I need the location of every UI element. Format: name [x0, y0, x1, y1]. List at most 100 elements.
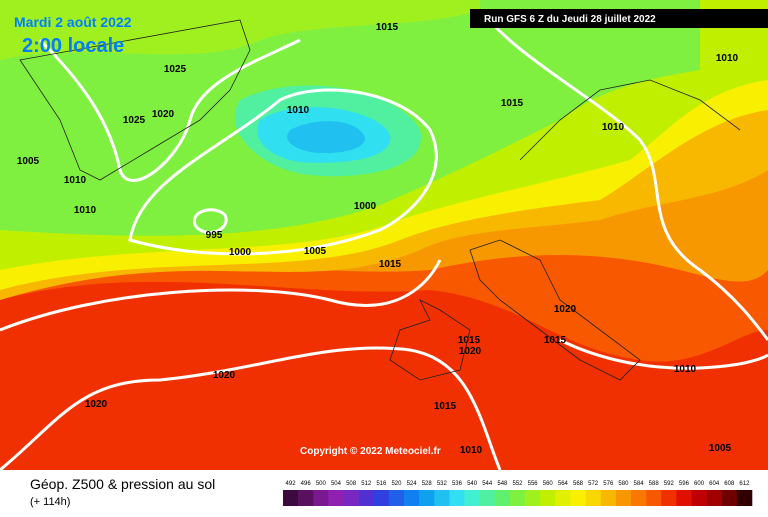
scale-swatch — [615, 490, 632, 506]
isobar — [192, 208, 228, 234]
copyright: Copyright © 2022 Meteociel.fr — [300, 446, 441, 457]
scale-swatch — [661, 490, 677, 506]
isobar — [128, 88, 438, 256]
isobar-label: 1010 — [74, 205, 97, 216]
scale-label: 520 — [391, 481, 402, 487]
scale-swatch — [691, 490, 707, 506]
scale-swatch — [540, 490, 556, 506]
scale-swatch — [676, 490, 692, 506]
isobar-label: 1020 — [85, 399, 108, 410]
isobar-label: 1015 — [501, 98, 524, 109]
scale-label: 512 — [361, 481, 372, 487]
scale-label: 588 — [649, 481, 660, 487]
scale-label: 580 — [618, 481, 629, 487]
isobar — [0, 259, 442, 332]
scale-swatch — [313, 490, 329, 506]
scale-label: 540 — [467, 481, 478, 487]
scale-swatch — [525, 490, 541, 506]
scale-swatch — [343, 490, 359, 506]
isobar-label: 1010 — [602, 122, 625, 133]
isobar-label: 1020 — [213, 370, 236, 381]
scale-swatch — [298, 490, 314, 506]
isobar-label: 1015 — [434, 401, 457, 412]
isobar-label: 1025 — [164, 64, 187, 75]
scale-swatch — [630, 490, 647, 506]
isobar-label: 1020 — [152, 109, 175, 120]
scale-label: 568 — [573, 481, 584, 487]
scale-label: 508 — [346, 481, 357, 487]
isobar-label: 1015 — [544, 335, 567, 346]
scale-label: 548 — [497, 481, 508, 487]
zone-532 — [287, 121, 365, 154]
scale-label: 552 — [512, 481, 523, 487]
scale-swatch — [434, 490, 450, 506]
scale-swatch — [721, 490, 738, 506]
coastline — [389, 239, 641, 381]
scale-label: 564 — [558, 481, 569, 487]
isobar-label: 1005 — [304, 246, 327, 257]
isobar-label: 1005 — [709, 443, 732, 454]
scale-label: 532 — [437, 481, 448, 487]
scale-label: 584 — [634, 481, 645, 487]
scale-swatch — [494, 490, 511, 506]
isobar-label: 1000 — [229, 247, 252, 258]
scale-label: 560 — [543, 481, 554, 487]
scale-swatch — [404, 490, 420, 506]
scale-label: 608 — [724, 481, 735, 487]
scale-label: 604 — [709, 481, 720, 487]
scale-label: 612 — [739, 481, 750, 487]
coastline — [19, 19, 741, 181]
scale-label: 492 — [286, 481, 297, 487]
isobar — [478, 9, 768, 341]
scale-swatch — [464, 490, 480, 506]
color-scale: 492 496 500 504 508 512 516 520 524 528 532 536 540 5… — [283, 481, 753, 506]
scale-label: 556 — [528, 481, 539, 487]
scale-swatch — [373, 490, 390, 506]
forecast-time: 2:00 locale — [22, 35, 124, 57]
scale-swatch — [736, 490, 753, 506]
scale-label: 596 — [679, 481, 690, 487]
isobar-label: 1015 — [458, 335, 481, 346]
isobar-label: 995 — [206, 230, 223, 241]
isobar — [0, 346, 502, 472]
scale-swatch — [570, 490, 586, 506]
scale-swatch — [388, 490, 405, 506]
scale-swatch — [555, 490, 571, 506]
scale-label: 524 — [407, 481, 418, 487]
scale-swatch — [328, 490, 344, 506]
scale-label: 592 — [664, 481, 675, 487]
isobar-label: 1010 — [674, 364, 697, 375]
scale-swatch — [706, 490, 723, 506]
scale-swatch — [585, 490, 602, 506]
scale-label: 500 — [316, 481, 327, 487]
scale-swatch — [358, 490, 375, 506]
scale-label: 544 — [482, 481, 493, 487]
isobar — [559, 338, 768, 370]
scale-label: 572 — [588, 481, 599, 487]
isobar-label: 1015 — [376, 22, 399, 33]
scale-label: 536 — [452, 481, 463, 487]
scale-label: 496 — [301, 481, 312, 487]
isobar-label: 1000 — [354, 201, 377, 212]
scale-swatch — [600, 490, 617, 506]
run-banner — [470, 9, 768, 28]
scale-swatch — [449, 490, 465, 506]
isobar-label: 1010 — [287, 105, 310, 116]
scale-swatch — [509, 490, 526, 506]
scale-swatch — [419, 490, 435, 506]
footer-lead: (+ 114h) — [30, 496, 70, 508]
isobar-label: 1010 — [64, 175, 87, 186]
isobar-label: 1010 — [716, 53, 739, 64]
run-info: Run GFS 6 Z du Jeudi 28 juillet 2022 — [484, 14, 656, 25]
scale-label: 504 — [331, 481, 342, 487]
isobar-label: 1025 — [123, 115, 146, 126]
scale-swatch — [283, 490, 299, 506]
scale-label: 528 — [422, 481, 433, 487]
scale-swatch — [646, 490, 662, 506]
isobar-label: 1005 — [17, 156, 40, 167]
isobar — [38, 38, 301, 182]
isobar-label: 1010 — [460, 445, 483, 456]
scale-swatch — [479, 490, 496, 506]
